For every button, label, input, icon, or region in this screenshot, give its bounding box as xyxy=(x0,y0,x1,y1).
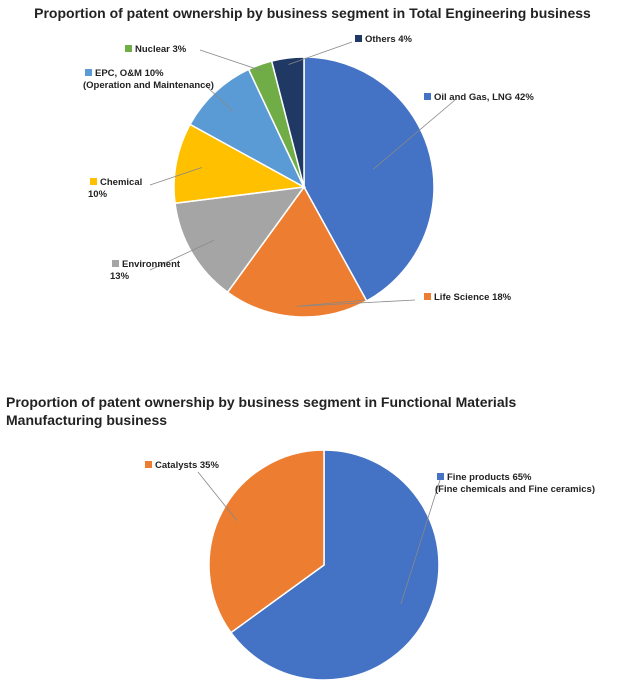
leader-line-epc-o-m xyxy=(204,84,234,112)
slice-label-nuclear: Nuclear 3% xyxy=(135,44,187,55)
leader-line-others xyxy=(288,41,353,65)
legend-marker-catalysts xyxy=(145,461,152,468)
slice-label-oil-and-gas-lng: Oil and Gas, LNG 42% xyxy=(434,92,534,103)
slice-label-environment: Environment xyxy=(122,259,181,270)
slice-label-catalysts: Catalysts 35% xyxy=(155,460,219,471)
legend-marker-fine-products xyxy=(437,473,444,480)
chart-title-total-engineering: Proportion of patent ownership by busine… xyxy=(34,5,591,21)
pie-chart-2: Fine products 65%(Fine chemicals and Fin… xyxy=(145,449,595,681)
slice-label-others: Others 4% xyxy=(365,34,413,45)
slice-label-chemical: Chemical xyxy=(100,177,142,188)
slice-value-environment: 13% xyxy=(110,271,130,282)
legend-marker-chemical xyxy=(90,178,97,185)
pie-slice-environment xyxy=(174,186,306,294)
legend-marker-epc-o-m xyxy=(85,69,92,76)
legend-marker-nuclear xyxy=(125,45,132,52)
legend-marker-life-science xyxy=(424,293,431,300)
slice-label-epc-o-m: EPC, O&M 10% xyxy=(95,68,164,79)
pie-slice-fine-products xyxy=(229,449,440,681)
pie-slice-others xyxy=(270,56,305,188)
pie-slice-oil-and-gas-lng xyxy=(303,56,435,302)
pie-slice-epc-o-m xyxy=(189,68,306,189)
slice-sublabel-fine-products: (Fine chemicals and Fine ceramics) xyxy=(435,484,595,495)
leader-line-fine-products xyxy=(400,479,441,605)
leader-line-environment xyxy=(149,239,215,271)
leader-line-chemical xyxy=(149,167,202,186)
slice-label-life-science: Life Science 18% xyxy=(434,292,512,303)
legend-marker-environment xyxy=(112,260,119,267)
pie-slice-chemical xyxy=(173,123,307,205)
pie-chart-1: Oil and Gas, LNG 42% Life Science 18% Envi… xyxy=(83,34,534,318)
leader-line-nuclear xyxy=(199,49,263,72)
legend-marker-others xyxy=(355,35,362,42)
slice-value-chemical: 10% xyxy=(88,189,108,200)
leader-line-life-science xyxy=(296,299,416,307)
slice-sublabel-epc-o-m: (Operation and Maintenance) xyxy=(83,80,214,91)
slice-label-fine-products: Fine products 65% xyxy=(447,472,532,483)
chart-title-functional-materials: Proportion of patent ownership by busine… xyxy=(6,394,517,428)
legend-marker-oil-and-gas-lng xyxy=(424,93,431,100)
pie-slice-life-science xyxy=(226,185,368,318)
leader-line-catalysts xyxy=(197,471,238,521)
pie-slice-catalysts xyxy=(208,449,325,634)
leader-line-oil-and-gas-lng xyxy=(372,99,456,170)
